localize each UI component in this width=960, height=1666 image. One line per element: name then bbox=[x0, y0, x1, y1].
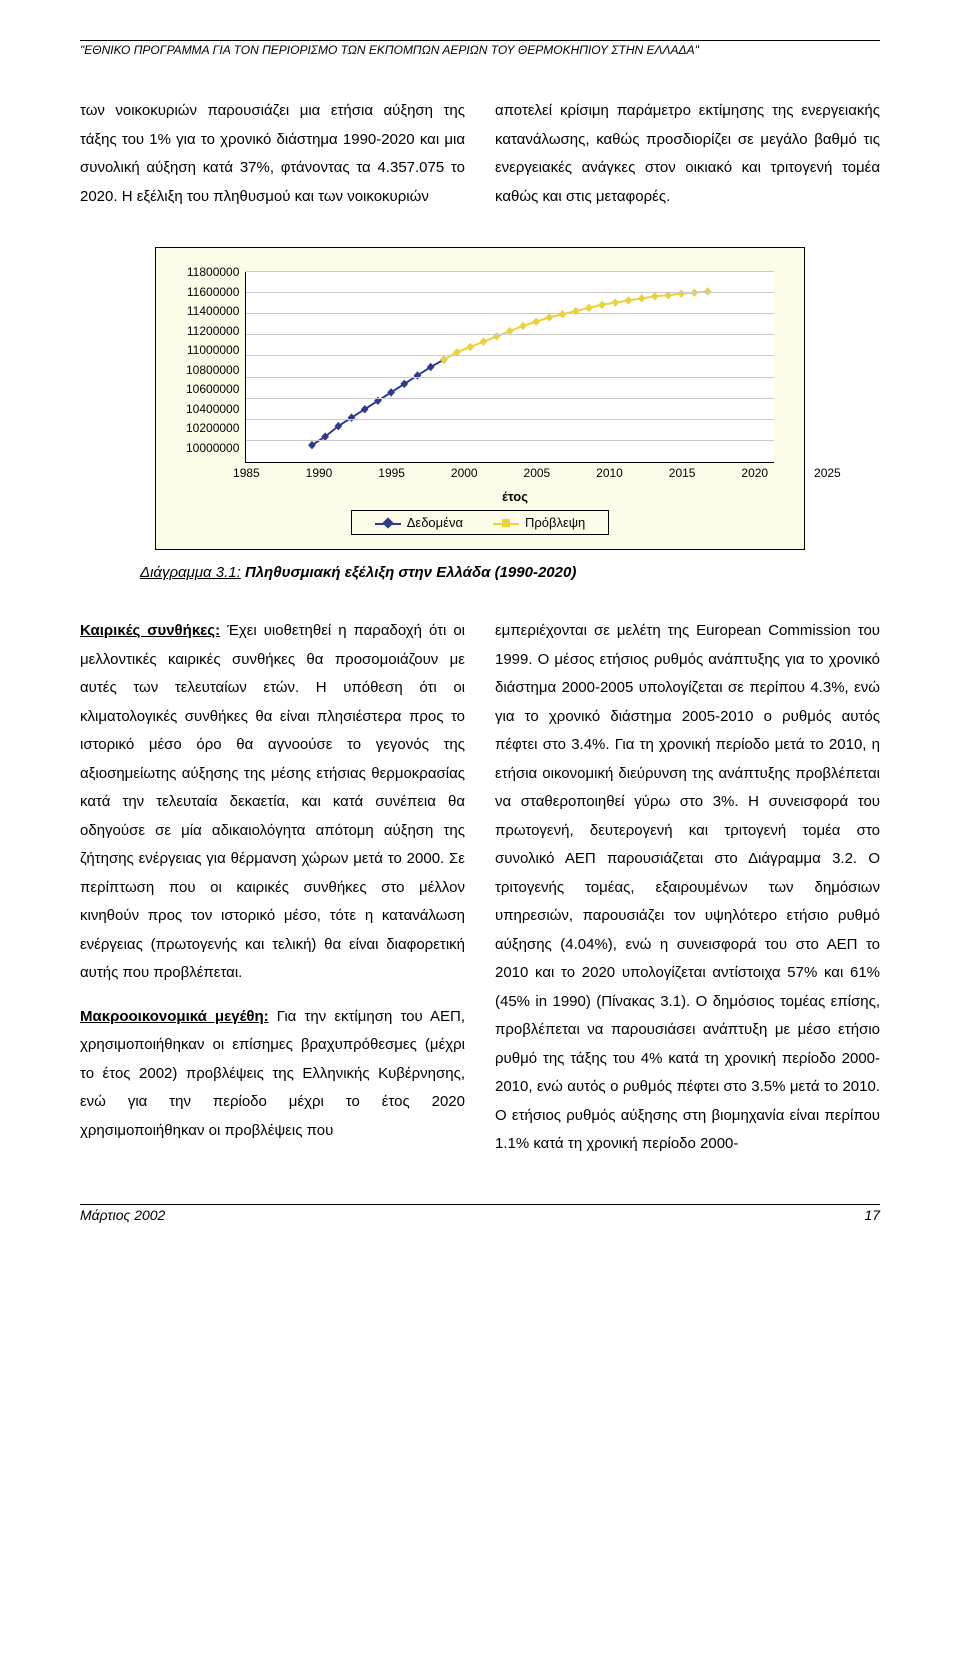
bottom-right-paragraph: εμπεριέχονται σε μελέτη της European Com… bbox=[495, 617, 880, 1159]
y-axis: 1180000011600000114000001120000011000000… bbox=[186, 265, 245, 455]
weather-text: Έχει υιοθετηθεί η παραδοχή ότι οι μελλον… bbox=[80, 622, 465, 981]
legend-label-data: Δεδομένα bbox=[407, 515, 463, 530]
caption-label: Διάγραμμα 3.1: bbox=[140, 564, 241, 581]
bottom-left-p1: Καιρικές συνθήκες: Έχει υιοθετηθεί η παρ… bbox=[80, 617, 465, 988]
header-rule bbox=[80, 40, 880, 41]
page-footer: Μάρτιος 2002 17 bbox=[80, 1204, 880, 1223]
x-axis-label: έτος bbox=[256, 489, 774, 504]
population-chart: 1180000011600000114000001120000011000000… bbox=[155, 247, 805, 550]
chart-svg bbox=[246, 272, 774, 462]
bottom-left-p2: Μακροοικονομικά μεγέθη: Για την εκτίμηση… bbox=[80, 1003, 465, 1146]
legend-item-forecast: Πρόβλεψη bbox=[493, 515, 585, 530]
chart-caption: Διάγραμμα 3.1: Πληθυσμιακή εξέλιξη στην … bbox=[140, 564, 880, 581]
footer-right: 17 bbox=[864, 1207, 880, 1223]
macro-heading: Μακροοικονομικά μεγέθη: bbox=[80, 1008, 269, 1025]
footer-left: Μάρτιος 2002 bbox=[80, 1207, 165, 1223]
bottom-left-col: Καιρικές συνθήκες: Έχει υιοθετηθεί η παρ… bbox=[80, 617, 465, 1174]
legend-label-forecast: Πρόβλεψη bbox=[525, 515, 585, 530]
page-header-title: "ΕΘΝΙΚΟ ΠΡΟΓΡΑΜΜΑ ΓΙΑ ΤΟΝ ΠΕΡΙΟΡΙΣΜΟ ΤΩΝ… bbox=[80, 43, 880, 57]
legend-item-data: Δεδομένα bbox=[375, 515, 463, 530]
legend: Δεδομένα Πρόβλεψη bbox=[351, 510, 609, 535]
caption-text: Πληθυσμιακή εξέλιξη στην Ελλάδα (1990-20… bbox=[245, 564, 576, 581]
top-left-paragraph: των νοικοκυριών παρουσιάζει μια ετήσια α… bbox=[80, 97, 465, 211]
macro-text: Για την εκτίμηση του ΑΕΠ, χρησιμοποιήθηκ… bbox=[80, 1008, 465, 1139]
weather-heading: Καιρικές συνθήκες: bbox=[80, 622, 220, 639]
top-columns: των νοικοκυριών παρουσιάζει μια ετήσια α… bbox=[80, 97, 880, 211]
bottom-right-col: εμπεριέχονται σε μελέτη της European Com… bbox=[495, 617, 880, 1174]
top-right-paragraph: αποτελεί κρίσιμη παράμετρο εκτίμησης της… bbox=[495, 97, 880, 211]
bottom-columns: Καιρικές συνθήκες: Έχει υιοθετηθεί η παρ… bbox=[80, 617, 880, 1174]
plot-area: 198519901995200020052010201520202025 bbox=[245, 272, 774, 463]
